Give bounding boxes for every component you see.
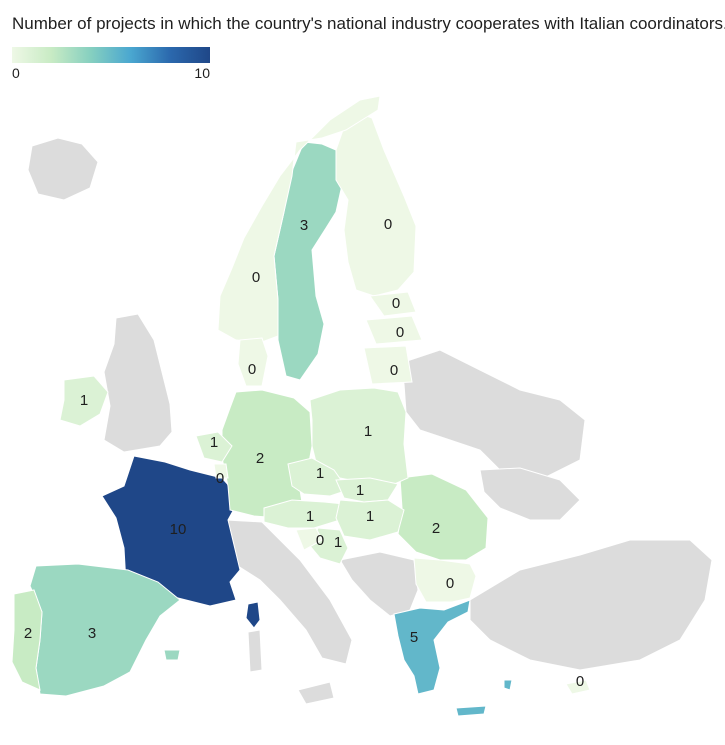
label-luxembourg: 0 [216, 470, 224, 487]
label-norway: 0 [252, 269, 260, 286]
label-spain: 3 [88, 625, 96, 642]
country-slovenia [295, 527, 323, 551]
label-bulgaria: 0 [446, 575, 454, 592]
country-belgium [195, 431, 233, 463]
data-countries [11, 95, 591, 717]
country-slovakia [335, 477, 399, 503]
label-lithuania: 0 [390, 362, 398, 379]
no-data-country [103, 313, 173, 453]
label-czechia: 1 [316, 465, 324, 482]
country-denmark [237, 337, 269, 387]
label-croatia: 1 [334, 534, 342, 551]
country-germany [221, 389, 313, 519]
label-portugal: 2 [24, 625, 32, 642]
country-luxembourg [213, 463, 229, 479]
no-data-country [397, 349, 586, 481]
no-data-country [479, 467, 581, 521]
no-data-countries [27, 137, 713, 705]
country-latvia [365, 315, 423, 345]
label-ireland: 1 [80, 392, 88, 409]
label-finland: 0 [384, 216, 392, 233]
label-denmark: 0 [248, 361, 256, 378]
label-belgium: 1 [210, 434, 218, 451]
country-poland [309, 387, 409, 487]
country-finland [335, 109, 417, 297]
color-legend: 0 10 [12, 47, 210, 81]
no-data-country [297, 681, 335, 705]
map-title: Number of projects in which the country'… [12, 14, 725, 33]
label-cyprus: 0 [576, 673, 584, 690]
country-norway [217, 95, 381, 343]
no-data-country [27, 137, 99, 201]
legend-gradient-bar [12, 47, 210, 63]
country-hungary [335, 499, 405, 541]
country-spain [29, 563, 181, 697]
country-austria [263, 499, 345, 529]
country-bulgaria [413, 557, 477, 603]
label-france: 10 [170, 521, 187, 538]
no-data-country [339, 551, 419, 617]
country-czechia [287, 457, 349, 497]
country-lithuania [363, 345, 413, 385]
label-poland: 1 [364, 423, 372, 440]
country-ireland [59, 375, 109, 427]
country-greece [393, 599, 513, 717]
label-estonia: 0 [392, 295, 400, 312]
label-austria: 1 [306, 508, 314, 525]
label-slovenia: 0 [316, 532, 324, 549]
label-latvia: 0 [396, 324, 404, 341]
label-romania: 2 [432, 520, 440, 537]
no-data-country [247, 629, 263, 673]
label-hungary: 1 [366, 508, 374, 525]
label-germany: 2 [256, 450, 264, 467]
no-data-country [469, 539, 713, 671]
country-romania [397, 473, 489, 561]
label-sweden: 3 [300, 217, 308, 234]
no-data-country [225, 519, 353, 665]
label-slovakia: 1 [356, 482, 364, 499]
legend-min-label: 0 [12, 65, 20, 81]
legend-max-label: 10 [194, 65, 210, 81]
country-portugal [11, 589, 43, 691]
country-estonia [369, 291, 417, 317]
label-greece: 5 [410, 629, 418, 646]
country-cyprus [565, 679, 591, 695]
